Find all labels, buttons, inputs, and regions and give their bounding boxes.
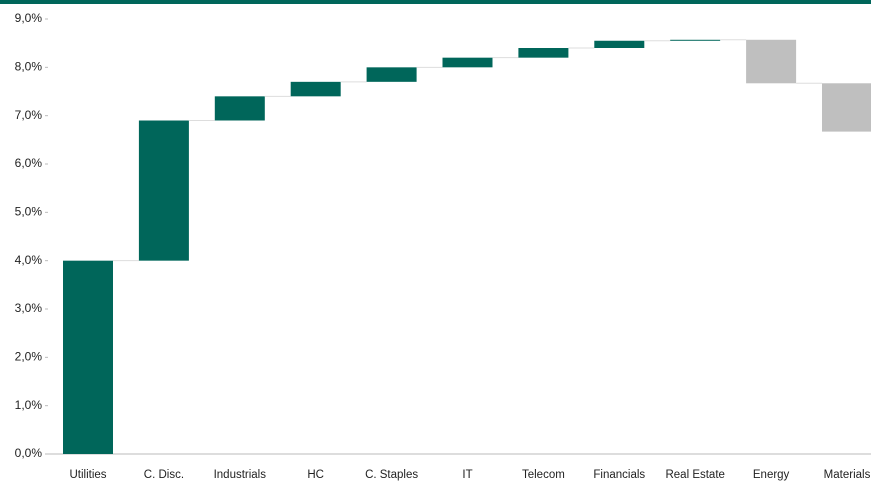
x-tick-label: Materials	[824, 469, 871, 481]
x-tick-label: Utilities	[69, 469, 106, 481]
y-tick-label: 8,0%	[15, 60, 43, 74]
bar	[214, 96, 265, 121]
x-tick-label: IT	[462, 469, 472, 481]
y-tick-label: 2,0%	[15, 350, 43, 364]
bar	[366, 67, 417, 82]
x-tick-label: C. Disc.	[144, 469, 184, 481]
bar	[822, 83, 871, 132]
bar	[518, 48, 569, 58]
y-tick-label: 0,0%	[15, 446, 43, 460]
y-tick-label: 9,0%	[15, 11, 43, 25]
bar	[442, 57, 493, 68]
top-band	[0, 0, 871, 4]
bar	[138, 120, 189, 261]
bar	[594, 40, 645, 48]
y-tick-label: 7,0%	[15, 108, 43, 122]
x-tick-label: Energy	[753, 469, 790, 481]
x-tick-label: HC	[307, 469, 324, 481]
bar	[290, 81, 341, 97]
x-tick-label: C. Staples	[365, 469, 418, 481]
x-tick-label: Financials	[593, 469, 645, 481]
y-tick-label: 4,0%	[15, 253, 43, 267]
bar	[746, 39, 797, 84]
y-tick-label: 1,0%	[15, 398, 43, 412]
bar	[670, 39, 721, 41]
y-tick-label: 6,0%	[15, 156, 43, 170]
y-tick-label: 3,0%	[15, 301, 43, 315]
x-tick-label: Industrials	[214, 469, 267, 481]
x-tick-label: Real Estate	[665, 469, 724, 481]
bar	[63, 260, 113, 454]
x-tick-label: Telecom	[522, 469, 565, 481]
y-tick-label: 5,0%	[15, 205, 43, 219]
